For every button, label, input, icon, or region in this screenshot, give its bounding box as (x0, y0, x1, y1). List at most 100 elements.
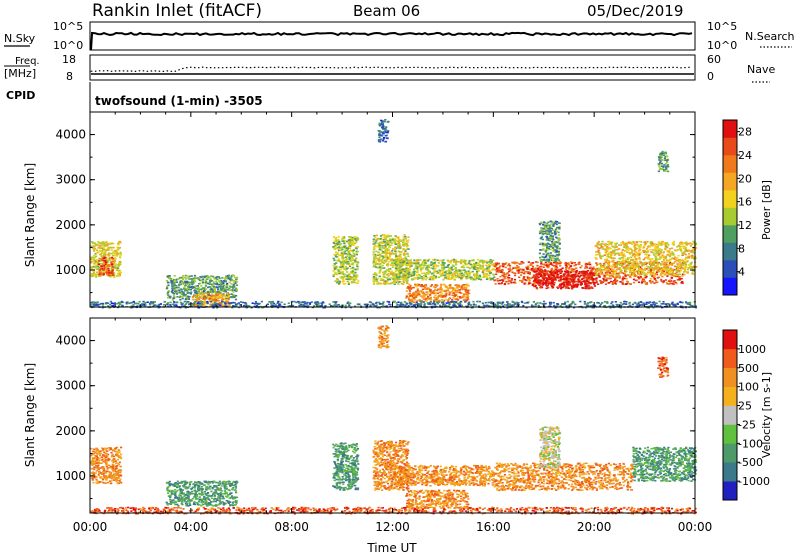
range-cell (179, 281, 182, 283)
range-cell (437, 288, 440, 290)
range-cell (223, 297, 226, 300)
range-cell (434, 294, 437, 297)
range-cell (674, 265, 677, 268)
range-cell (374, 242, 377, 244)
range-cell (405, 281, 408, 283)
range-cell (687, 266, 690, 269)
range-cell (104, 261, 107, 264)
range-cell (629, 274, 632, 276)
range-cell (175, 285, 178, 287)
range-cell (398, 242, 401, 245)
range-cell (640, 282, 644, 284)
range-cell (384, 235, 387, 238)
range-cell (656, 270, 659, 273)
range-cell (629, 271, 632, 274)
range-cell (381, 267, 384, 270)
range-cell (650, 282, 653, 284)
range-cell (340, 276, 343, 279)
range-cell (582, 280, 585, 282)
range-cell (407, 296, 410, 298)
range-cell (617, 268, 620, 270)
range-cell (117, 248, 120, 250)
range-cell (184, 298, 187, 301)
range-cell (186, 298, 189, 300)
range-cell (430, 292, 433, 295)
range-cell (384, 250, 387, 252)
range-cell (177, 278, 180, 280)
range-cell (445, 273, 448, 275)
range-cell (565, 284, 568, 287)
range-cell (466, 263, 469, 266)
range-cell (458, 276, 461, 279)
range-cell (584, 285, 587, 287)
range-cell (566, 270, 569, 273)
range-cell (480, 278, 483, 281)
range-cell (111, 268, 114, 270)
range-cell (233, 281, 236, 284)
range-cell (405, 244, 408, 246)
range-cell (582, 287, 585, 289)
range-cell (451, 277, 454, 279)
range-cell (602, 243, 605, 245)
range-cell (348, 258, 351, 261)
range-cell (597, 251, 600, 253)
range-cell (347, 239, 350, 241)
range-cell (415, 285, 418, 288)
range-cell (343, 261, 346, 264)
range-cell (110, 249, 113, 251)
range-cell (431, 292, 434, 294)
range-cell (508, 277, 511, 279)
range-cell (333, 240, 336, 242)
range-cell (461, 275, 464, 278)
range-cell (467, 262, 471, 264)
range-cell (658, 253, 661, 256)
range-cell (108, 271, 111, 274)
range-cell (517, 272, 520, 274)
range-cell (668, 263, 672, 265)
range-cell (396, 263, 399, 266)
range-cell (420, 290, 423, 292)
range-cell (110, 273, 113, 275)
range-cell (102, 242, 105, 244)
range-cell (119, 256, 122, 259)
range-cell (99, 268, 103, 270)
range-cell (427, 258, 430, 261)
range-cell (472, 274, 476, 277)
range-cell (613, 250, 616, 253)
range-cell (481, 262, 484, 264)
range-cell (527, 261, 530, 263)
range-cell (189, 288, 192, 291)
range-cell (372, 262, 375, 265)
range-cell (580, 283, 583, 285)
range-cell (527, 271, 530, 273)
range-cell (341, 265, 344, 268)
range-cell (686, 261, 689, 263)
range-cell (560, 286, 563, 289)
range-cell (212, 280, 215, 283)
range-cell (92, 258, 96, 261)
range-cell (583, 271, 586, 274)
range-cell (403, 270, 406, 273)
range-cell (554, 268, 557, 271)
range-cell (405, 240, 408, 242)
range-cell (351, 250, 355, 253)
range-cell (392, 261, 396, 264)
range-cell (608, 277, 611, 280)
range-cell (418, 274, 421, 276)
freq-panel: Freq. [MHz] 18 8 60 0 Nave (4, 53, 775, 83)
range-cell (439, 287, 442, 289)
range-cell (572, 282, 575, 285)
range-cell (116, 249, 119, 251)
range-cell (408, 293, 411, 296)
range-cell (339, 271, 342, 273)
range-cell (108, 274, 111, 277)
range-cell (224, 280, 228, 282)
range-cell (209, 275, 212, 278)
range-cell (393, 238, 396, 240)
range-cell (413, 268, 416, 271)
range-cell (542, 282, 546, 285)
range-cell (199, 288, 202, 291)
range-cell (444, 290, 447, 292)
range-cell (580, 265, 583, 267)
range-cell (405, 297, 408, 299)
